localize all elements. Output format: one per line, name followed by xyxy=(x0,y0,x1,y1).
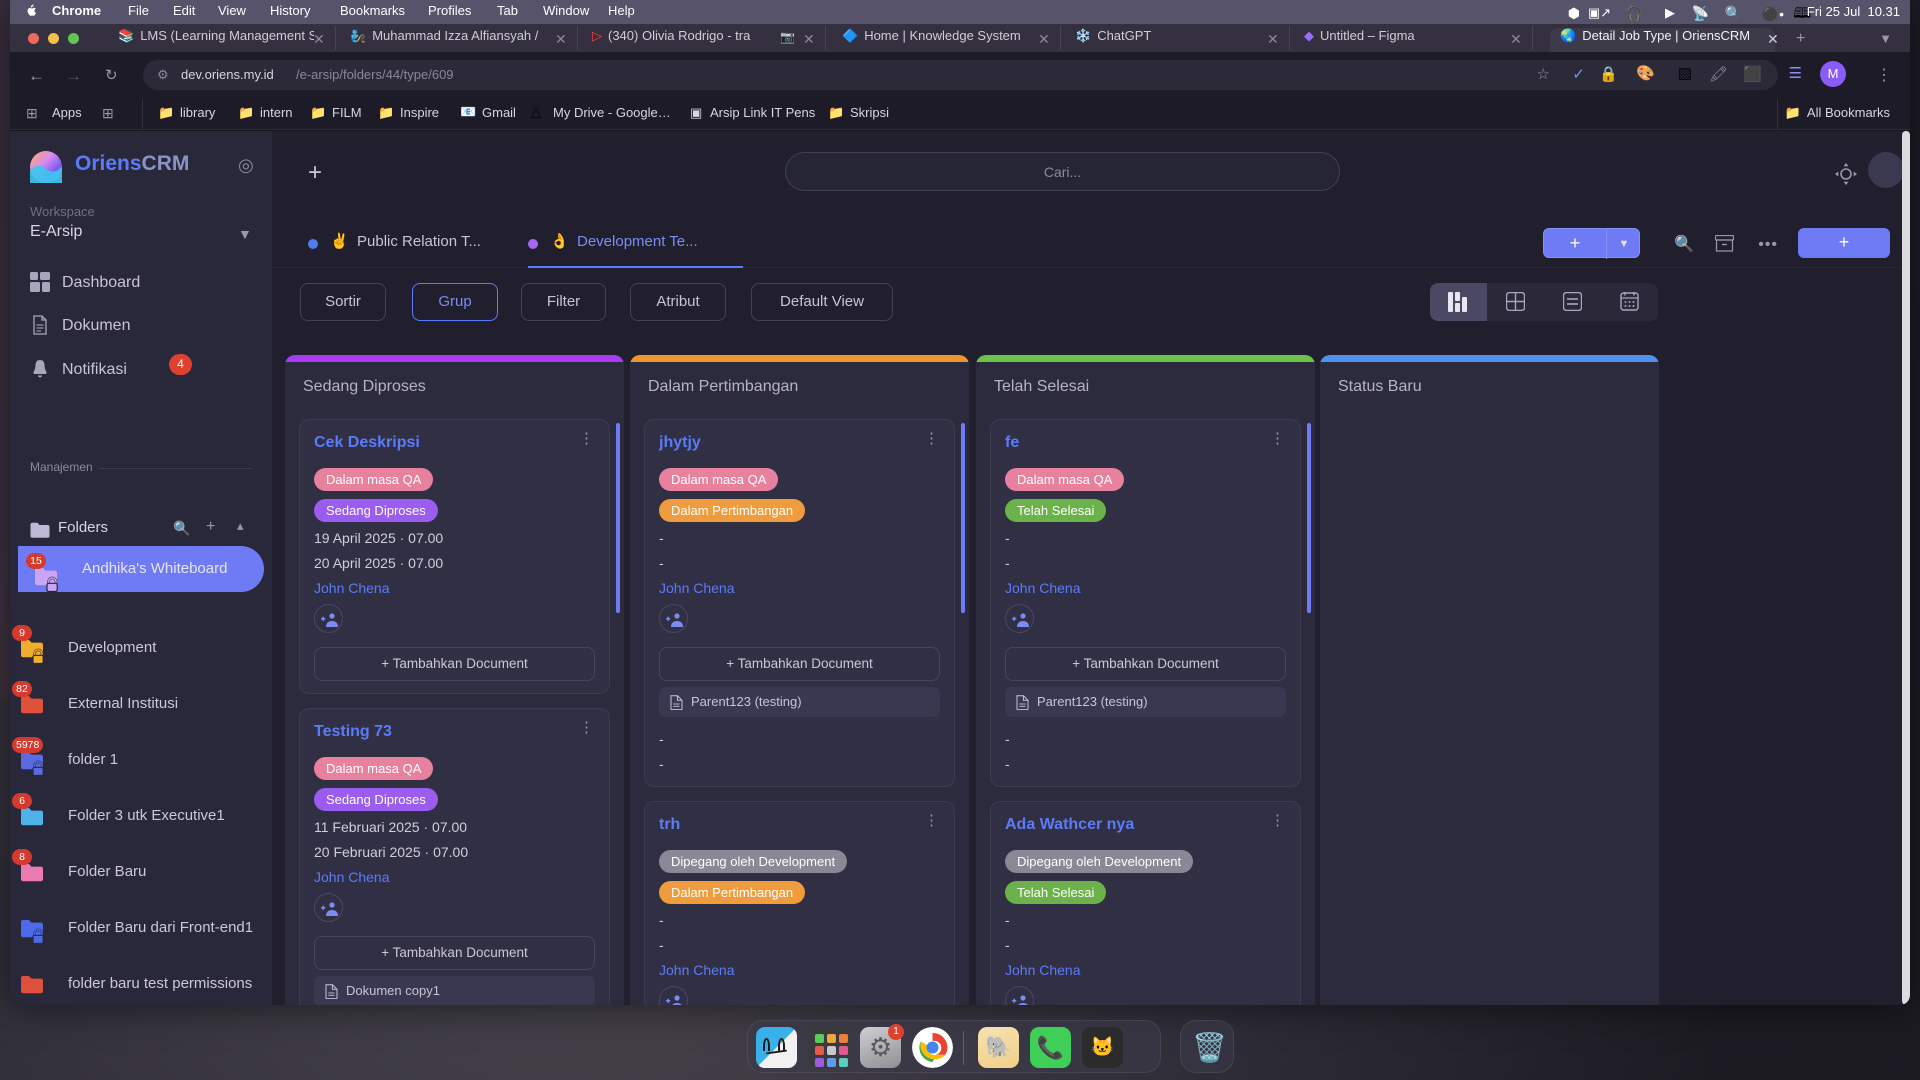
folder 1: 5978 folder 1 xyxy=(18,743,264,777)
Development: 9 Development xyxy=(18,631,264,665)
Folder Baru: 8 Folder Baru xyxy=(18,855,264,889)
Folder 3 utk Executive1: 6 Folder 3 utk Executive1 xyxy=(18,799,264,833)
Andhika's Whiteboard: 15 Andhika's Whiteboard xyxy=(32,559,227,579)
Folder Baru dari Front-end1: Folder Baru dari Front-end1 xyxy=(18,911,264,945)
folder baru test permissions: folder baru test permissions xyxy=(18,967,264,1001)
External Institusi: 82 External Institusi xyxy=(18,687,264,721)
